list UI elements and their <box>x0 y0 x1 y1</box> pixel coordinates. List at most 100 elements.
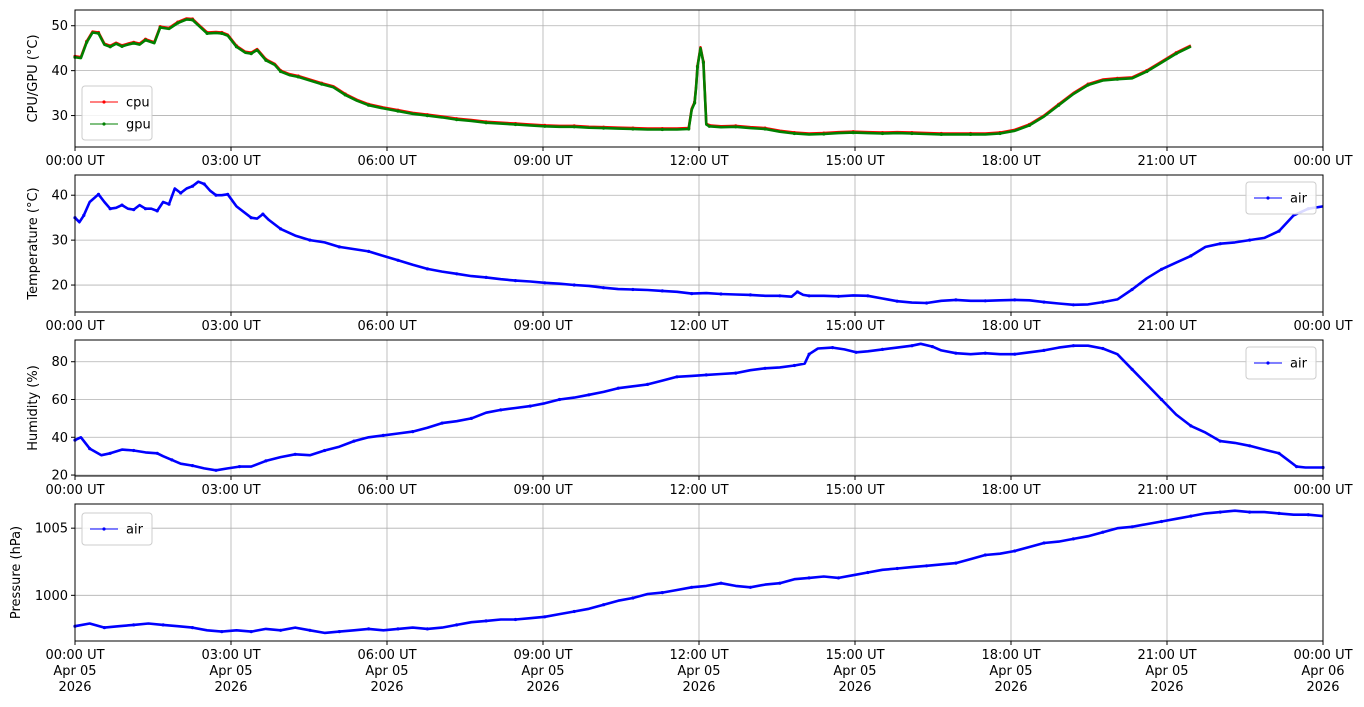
x-tick-label-line: 00:00 UT <box>45 154 104 169</box>
data-point <box>108 45 112 49</box>
data-point <box>440 421 444 425</box>
data-point <box>646 382 650 386</box>
x-tick-label: 09:00 UT <box>513 483 572 498</box>
x-tick-label-line: Apr 05 <box>989 664 1032 679</box>
data-point <box>1042 348 1046 352</box>
y-tick-label: 30 <box>51 234 68 249</box>
data-point <box>96 31 101 35</box>
data-point <box>1130 287 1134 292</box>
data-point <box>690 585 694 589</box>
data-point <box>176 21 180 25</box>
data-point <box>719 292 723 296</box>
data-point <box>602 603 606 607</box>
x-tick-label-line: 15:00 UT <box>825 483 884 498</box>
legend-label-gpu: gpu <box>126 118 151 133</box>
x-tick-label: 15:00 UT <box>825 319 884 334</box>
legend-label-air: air <box>126 523 144 538</box>
x-tick-label: 12:00 UT <box>669 319 728 334</box>
data-point <box>513 122 518 127</box>
data-point <box>499 408 503 412</box>
data-point <box>261 212 265 216</box>
data-point <box>1013 298 1017 302</box>
data-point <box>96 192 101 196</box>
data-point <box>513 279 518 283</box>
data-point <box>1101 300 1105 304</box>
x-tick-label-line: 21:00 UT <box>1137 483 1196 498</box>
legend-box <box>81 85 153 141</box>
y-tick-label: 60 <box>51 393 68 408</box>
data-point <box>925 301 929 305</box>
x-tick-label: 00:00 UT <box>45 154 104 169</box>
data-point <box>249 216 253 220</box>
data-point <box>337 245 341 249</box>
y-tick-label: 40 <box>51 189 68 204</box>
x-tick-label-line: 00:00 UT <box>45 319 104 334</box>
data-point <box>1115 77 1119 81</box>
x-tick-label-line: Apr 05 <box>521 664 564 679</box>
x-tick-label-line: 18:00 UT <box>981 483 1040 498</box>
data-point <box>925 564 929 568</box>
series-line-air <box>74 180 1324 307</box>
data-point <box>120 44 124 49</box>
x-tick-label-line: 12:00 UT <box>669 648 728 663</box>
series-line-air <box>74 342 1323 472</box>
data-point <box>807 576 811 580</box>
data-point <box>1130 525 1134 529</box>
x-tick-label: 06:00 UT Apr 05 2026 <box>357 648 416 695</box>
x-tick-label-line: 06:00 UT <box>357 154 416 169</box>
data-point <box>701 61 706 65</box>
data-point <box>214 468 218 472</box>
data-point <box>572 125 576 129</box>
data-point <box>1057 103 1061 107</box>
legend: cpu gpu <box>81 85 153 141</box>
x-tick-label: 18:00 UT <box>981 319 1040 334</box>
data-point <box>572 283 576 287</box>
y-tick-label: 50 <box>51 19 68 34</box>
x-tick-label-line: 15:00 UT <box>825 319 884 334</box>
x-tick-label: 18:00 UT <box>981 483 1040 498</box>
x-tick-label: 00:00 UT Apr 05 2026 <box>45 648 104 695</box>
x-tick-label: 06:00 UT <box>357 154 416 169</box>
data-point <box>587 393 591 397</box>
data-point <box>792 131 797 136</box>
data-point <box>190 18 195 22</box>
data-point <box>616 386 620 390</box>
x-tick-label-line: Apr 05 <box>1145 664 1188 679</box>
data-point <box>279 227 283 231</box>
y-tick-label: 1005 <box>35 522 68 537</box>
data-point <box>455 272 459 276</box>
chart-panel-3: 00:00 UT 03:00 UT 06:00 UT 09:00 UT 12:00 UT… <box>26 339 1353 498</box>
x-tick-label-line: Apr 05 <box>677 664 720 679</box>
data-point <box>543 615 547 619</box>
data-point <box>1277 511 1281 515</box>
data-point <box>264 58 268 62</box>
grid-lines <box>74 10 1324 147</box>
data-point <box>910 344 914 348</box>
data-point <box>1042 541 1046 545</box>
data-point <box>930 345 935 349</box>
data-point <box>778 294 782 298</box>
data-point <box>455 623 459 627</box>
x-tick-label: 18:00 UT <box>981 154 1040 169</box>
data-point <box>108 451 112 455</box>
data-point <box>1248 238 1252 242</box>
data-point <box>337 630 341 634</box>
data-point <box>557 397 562 402</box>
data-point <box>954 351 958 355</box>
data-point <box>381 433 385 437</box>
data-point <box>543 281 547 285</box>
x-tick-label: 06:00 UT <box>357 483 416 498</box>
data-point <box>1189 514 1193 518</box>
data-point <box>161 623 165 627</box>
data-point <box>484 121 488 125</box>
x-tick-label-line: 18:00 UT <box>981 319 1040 334</box>
data-point <box>205 31 209 35</box>
data-point <box>367 627 371 631</box>
legend-label-air: air <box>1290 357 1308 372</box>
y-tick-label: 20 <box>51 469 68 484</box>
data-point <box>631 596 635 600</box>
x-tick-label-line: 2026 <box>838 680 871 695</box>
chart-panel-2: 00:00 UT 03:00 UT 06:00 UT 09:00 UT 12:00 UT… <box>26 174 1353 334</box>
